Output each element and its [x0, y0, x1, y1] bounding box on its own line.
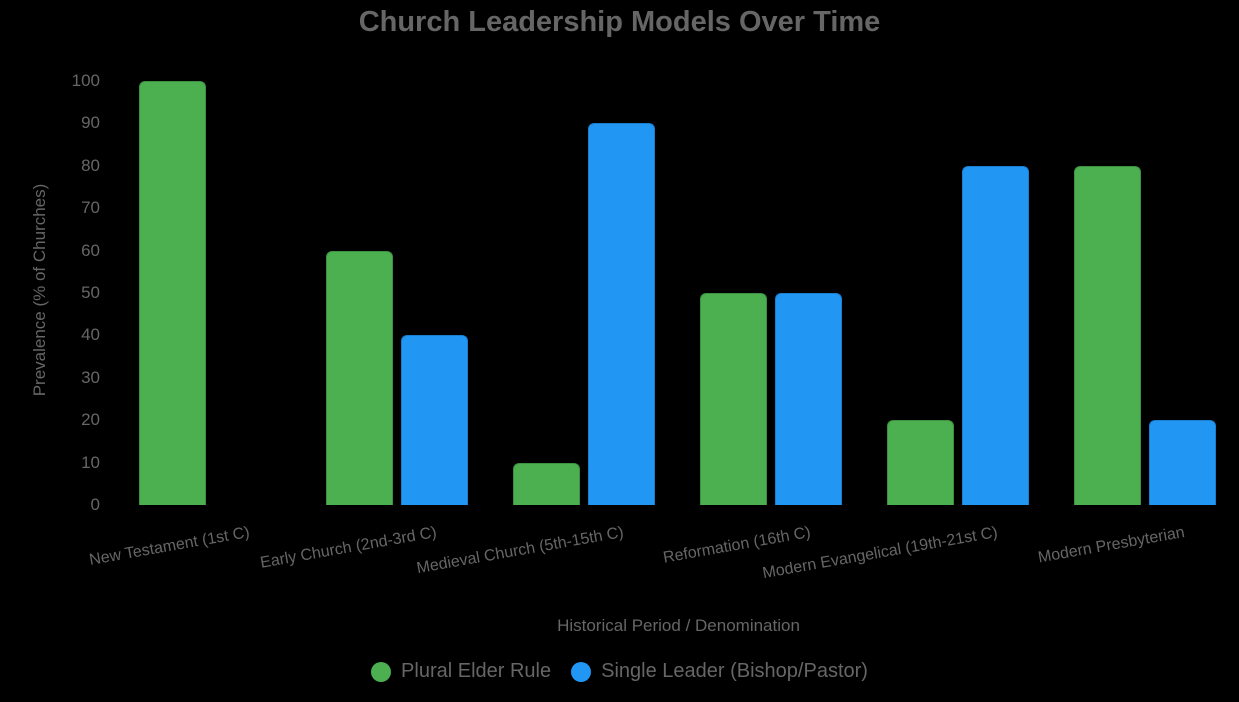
y-tick-label: 100 [71, 71, 100, 90]
y-tick-label: 90 [81, 113, 100, 133]
chart-title: Church Leadership Models Over Time [358, 6, 881, 38]
legend-item-plural-elder[interactable]: Plural Elder Rule [371, 660, 551, 683]
y-tick-label: 40 [81, 325, 100, 345]
bar-plural-elder[interactable] [513, 462, 580, 505]
bar-plural-elder[interactable] [887, 420, 954, 505]
bar-plural-elder[interactable] [700, 293, 767, 505]
bar-single-leader[interactable] [588, 123, 655, 505]
legend-label: Plural Elder Rule [401, 660, 552, 682]
bar-single-leader[interactable] [775, 293, 842, 505]
bar-single-leader[interactable] [401, 335, 468, 505]
bar-single-leader[interactable] [962, 165, 1029, 505]
legend-circle-icon [571, 661, 592, 682]
y-tick-label: 0 [90, 495, 100, 514]
y-tick-label: 30 [81, 367, 100, 387]
legend-circle-icon [371, 661, 392, 682]
legend: Plural Elder Rule Single Leader (Bishop/P… [0, 660, 1239, 683]
y-tick-label: 70 [81, 198, 100, 218]
x-axis-label: Historical Period / Denomination [557, 616, 800, 635]
bar-plural-elder[interactable] [326, 250, 393, 505]
y-tick-label: 20 [81, 410, 100, 430]
bar-single-leader[interactable] [1149, 420, 1216, 505]
y-tick-label: 60 [81, 240, 100, 260]
legend-label: Single Leader (Bishop/Pastor) [601, 660, 868, 682]
y-tick-label: 80 [81, 155, 100, 175]
legend-item-single-leader[interactable]: Single Leader (Bishop/Pastor) [571, 660, 868, 683]
y-tick-label: 50 [81, 283, 100, 302]
bar-plural-elder[interactable] [1074, 165, 1141, 505]
y-tick-label: 10 [81, 452, 100, 472]
bar-plural-elder[interactable] [139, 81, 206, 505]
